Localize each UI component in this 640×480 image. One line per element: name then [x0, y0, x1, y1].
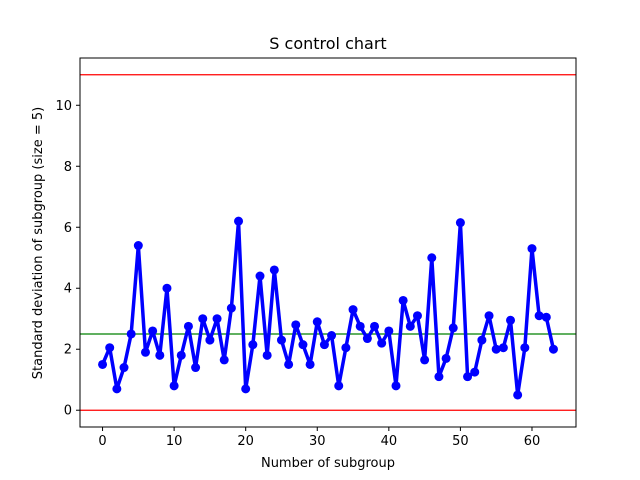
- data-point: [506, 315, 516, 325]
- data-point: [312, 317, 322, 327]
- y-tick-label: 6: [64, 221, 72, 236]
- data-point: [284, 359, 294, 369]
- data-point: [391, 381, 401, 391]
- data-point: [427, 253, 437, 263]
- data-point: [291, 320, 301, 330]
- data-point: [305, 359, 315, 369]
- data-point: [269, 265, 279, 275]
- data-point: [119, 363, 129, 373]
- data-point: [276, 335, 286, 345]
- y-tick-label: 0: [64, 404, 72, 419]
- data-point: [262, 350, 272, 360]
- data-point: [98, 359, 108, 369]
- data-point: [226, 303, 236, 313]
- data-point: [198, 314, 208, 324]
- data-point: [234, 216, 244, 226]
- data-point: [183, 321, 193, 331]
- data-point: [548, 344, 558, 354]
- data-point: [527, 244, 537, 254]
- data-point: [155, 350, 165, 360]
- data-point: [434, 372, 444, 382]
- data-point: [105, 343, 115, 353]
- x-tick-label: 40: [381, 434, 398, 449]
- data-point: [212, 314, 222, 324]
- data-point: [377, 338, 387, 348]
- data-point: [126, 329, 136, 339]
- x-tick-label: 0: [98, 434, 106, 449]
- data-point: [455, 218, 465, 228]
- x-axis: 0 10 20 30 40 50 60: [98, 427, 540, 449]
- data-point: [348, 305, 358, 315]
- data-point: [384, 326, 394, 336]
- data-point: [412, 311, 422, 321]
- data-point: [405, 321, 415, 331]
- data-point: [370, 321, 380, 331]
- x-tick-label: 60: [524, 434, 541, 449]
- data-point: [498, 343, 508, 353]
- y-tick-label: 4: [64, 282, 72, 297]
- data-point: [169, 381, 179, 391]
- data-point: [341, 343, 351, 353]
- x-tick-label: 20: [237, 434, 254, 449]
- data-point: [420, 355, 430, 365]
- data-point: [112, 384, 122, 394]
- y-axis: 0 2 4 6 8 10: [55, 99, 80, 419]
- data-point: [219, 355, 229, 365]
- y-axis-label: Standard deviation of subgroup (size = 5…: [31, 107, 46, 379]
- series-line: [100, 219, 556, 397]
- data-point: [191, 363, 201, 373]
- data-point: [441, 353, 451, 363]
- data-point: [513, 390, 523, 400]
- y-tick-label: 8: [64, 160, 72, 175]
- data-point: [491, 344, 501, 354]
- data-point: [176, 350, 186, 360]
- y-tick-label: 10: [55, 99, 72, 114]
- data-point: [463, 372, 473, 382]
- data-point: [334, 381, 344, 391]
- data-point: [140, 347, 150, 357]
- data-point: [133, 241, 143, 251]
- data-point: [477, 335, 487, 345]
- data-point: [162, 283, 172, 293]
- data-point: [327, 331, 337, 341]
- data-point: [241, 384, 251, 394]
- data-point: [448, 323, 458, 333]
- chart-title: S control chart: [269, 34, 386, 53]
- x-tick-label: 50: [452, 434, 469, 449]
- data-point: [520, 343, 530, 353]
- data-point: [298, 340, 308, 350]
- data-point: [319, 340, 329, 350]
- data-point: [484, 311, 494, 321]
- x-axis-label: Number of subgroup: [261, 456, 395, 471]
- data-point: [362, 334, 372, 344]
- data-point: [205, 335, 215, 345]
- data-point: [248, 340, 258, 350]
- data-point: [541, 312, 551, 322]
- plot-area: [80, 74, 576, 411]
- x-tick-label: 30: [309, 434, 326, 449]
- axes-frame: [79, 57, 577, 428]
- y-tick-label: 2: [64, 343, 72, 358]
- data-point: [398, 295, 408, 305]
- data-point: [534, 311, 544, 321]
- data-point: [355, 321, 365, 331]
- data-point: [255, 271, 265, 281]
- x-tick-label: 10: [166, 434, 183, 449]
- data-point: [148, 326, 158, 336]
- data-point: [470, 367, 480, 377]
